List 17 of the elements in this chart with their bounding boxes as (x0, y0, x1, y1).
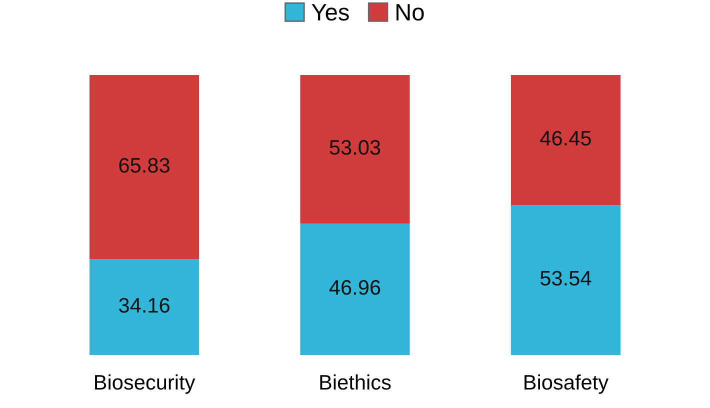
x-tick-label: Biosecurity (95, 374, 196, 394)
bar (300, 223, 410, 355)
data-label: 46.96 (329, 280, 380, 295)
bar (510, 205, 620, 355)
bar (90, 259, 200, 355)
x-tick-label: Biethics (320, 374, 391, 390)
legend-label: Yes (312, 4, 349, 21)
legend-label: No (396, 4, 424, 21)
data-label: 53.54 (540, 270, 592, 286)
data-label: 34.16 (119, 298, 170, 313)
x-tick-label: Biosafety (524, 374, 609, 394)
bar (510, 74, 620, 206)
data-label: 46.45 (540, 130, 591, 146)
bar (90, 74, 200, 260)
data-label: 53.03 (330, 140, 380, 155)
bar (300, 74, 410, 224)
data-label: 65.83 (119, 158, 170, 173)
